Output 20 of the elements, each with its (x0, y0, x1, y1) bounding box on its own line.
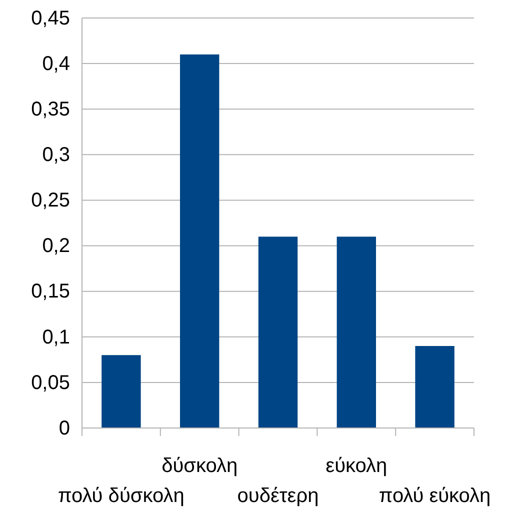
bar (336, 236, 376, 428)
y-tick-label: 0,05 (31, 372, 70, 394)
x-tick-label: πολύ εύκολη (378, 485, 491, 507)
y-tick-label: 0,3 (42, 144, 70, 166)
x-tick-label: δύσκολη (162, 455, 238, 477)
bar (258, 236, 298, 428)
x-tick-label: ουδέτερη (237, 485, 319, 507)
y-tick-label: 0 (58, 417, 70, 440)
y-tick-label: 0,35 (31, 98, 70, 121)
x-tick-label: πολύ δύσκολη (58, 485, 184, 507)
y-tick-label: 0,4 (42, 52, 70, 75)
y-tick-label: 0,1 (42, 326, 70, 348)
y-tick-label: 0,25 (31, 190, 70, 212)
bar (180, 54, 220, 428)
bar (415, 346, 454, 428)
bar (102, 355, 141, 428)
y-tick-label: 0,45 (31, 7, 70, 30)
x-tick-label: εύκολη (326, 455, 388, 477)
y-tick-label: 0,15 (31, 280, 70, 303)
y-tick-label: 0,2 (42, 235, 70, 258)
